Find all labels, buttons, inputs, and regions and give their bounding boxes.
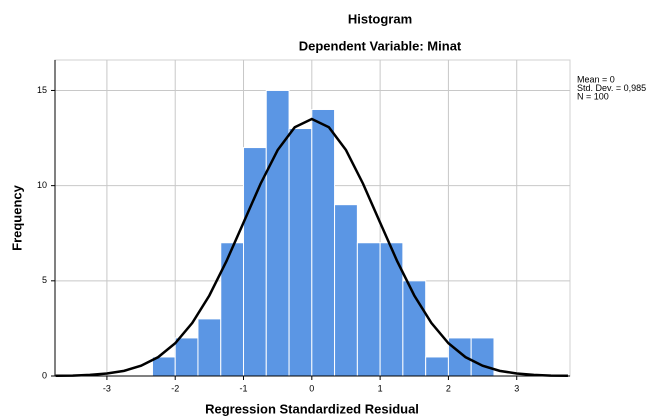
bar [220,242,245,377]
x-tick-label: -3 [103,383,111,393]
normal-curve [55,117,568,378]
bar [379,242,404,377]
chart-subtitle: Dependent Variable: Minat [299,38,462,53]
x-tick-label: 3 [514,383,519,393]
bar [470,337,495,377]
bar [334,204,358,377]
x-axis-label: Regression Standardized Residual [205,401,419,416]
bar [425,356,449,377]
bar [151,356,176,377]
x-tick-label: -1 [240,383,248,393]
bar [197,318,222,377]
bar [174,337,199,377]
x-tick-label: 1 [378,383,383,393]
y-tick-label: 15 [37,85,47,95]
y-tick-label: 5 [42,275,47,285]
annotation: N = 100 [577,91,609,101]
y-tick-label: 0 [42,370,47,380]
bar [288,128,313,377]
chart-title: Histogram [348,11,412,26]
y-tick-label: 10 [37,180,47,190]
y-axis-label: Frequency [9,184,24,251]
x-tick-label: 0 [309,383,314,393]
bar [265,89,290,377]
annotation: Mean = 0 [577,74,615,84]
x-tick-label: 2 [446,383,451,393]
annotation: Std. Dev. = 0,985 [577,83,646,93]
x-tick-label: -2 [171,383,179,393]
bar [311,108,336,377]
bar [356,242,381,377]
